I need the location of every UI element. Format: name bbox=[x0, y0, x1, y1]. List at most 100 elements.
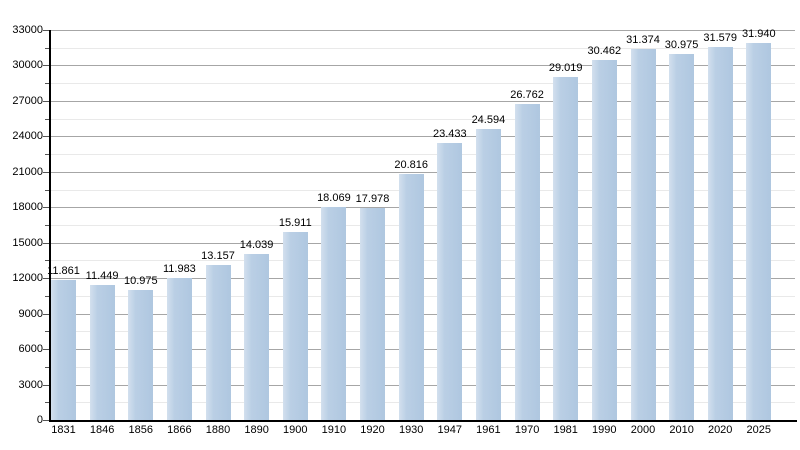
bar-2020 bbox=[707, 46, 733, 420]
bar-1900 bbox=[282, 232, 308, 420]
bar-1880 bbox=[205, 264, 231, 420]
y-tick-label: 9000 bbox=[18, 308, 43, 320]
y-major-tick bbox=[43, 101, 49, 102]
x-tick-label-1990: 1990 bbox=[592, 424, 617, 436]
y-tick-label: 15000 bbox=[12, 237, 43, 249]
y-tick-label: 21000 bbox=[12, 166, 43, 178]
value-label-1846: 11.449 bbox=[85, 269, 119, 282]
x-tick-label-1866: 1866 bbox=[167, 424, 192, 436]
major-gridline bbox=[51, 136, 795, 137]
value-label-1831: 11.861 bbox=[47, 264, 80, 277]
y-tick-label: 18000 bbox=[12, 201, 43, 213]
y-major-tick bbox=[43, 136, 49, 137]
y-tick-label: 33000 bbox=[12, 24, 43, 36]
x-tick-label-1961: 1961 bbox=[476, 424, 501, 436]
major-gridline bbox=[51, 101, 795, 102]
value-label-1890: 14.039 bbox=[239, 239, 274, 252]
y-major-tick bbox=[43, 65, 49, 66]
value-label-1947: 23.433 bbox=[432, 128, 467, 141]
y-axis-line bbox=[49, 30, 51, 422]
bar-1856 bbox=[128, 290, 154, 420]
y-major-tick bbox=[43, 278, 49, 279]
y-minor-tick bbox=[45, 260, 49, 261]
bar-1961 bbox=[475, 129, 501, 420]
x-tick-label-1920: 1920 bbox=[360, 424, 385, 436]
y-minor-tick bbox=[45, 367, 49, 368]
x-tick-label-1846: 1846 bbox=[89, 424, 115, 436]
minor-gridline bbox=[51, 154, 795, 155]
major-gridline bbox=[51, 172, 795, 173]
y-minor-tick bbox=[45, 296, 49, 297]
y-minor-tick bbox=[45, 48, 49, 49]
y-major-tick bbox=[43, 172, 49, 173]
x-tick-label-1900: 1900 bbox=[283, 424, 308, 436]
minor-gridline bbox=[51, 48, 795, 49]
value-label-2000: 31.374 bbox=[626, 34, 660, 47]
y-tick-label: 30000 bbox=[12, 59, 43, 71]
x-tick-label-1831: 1831 bbox=[51, 424, 76, 436]
minor-gridline bbox=[51, 83, 795, 84]
y-major-tick bbox=[43, 314, 49, 315]
x-tick-label-1981: 1981 bbox=[553, 424, 578, 436]
y-major-tick bbox=[43, 30, 49, 31]
y-tick-label: 3000 bbox=[18, 379, 43, 391]
value-label-2020: 31.579 bbox=[703, 31, 738, 44]
x-tick-label-1970: 1970 bbox=[514, 424, 540, 436]
y-minor-tick bbox=[45, 190, 49, 191]
bar-1920 bbox=[360, 207, 385, 420]
y-major-tick bbox=[43, 385, 49, 386]
value-label-1981: 29.019 bbox=[548, 62, 583, 74]
value-label-1910: 18.069 bbox=[317, 191, 351, 204]
x-tick-label-1947: 1947 bbox=[437, 424, 463, 436]
y-tick-label: 24000 bbox=[12, 130, 43, 142]
bar-1846 bbox=[89, 284, 115, 420]
x-tick-label-1880: 1880 bbox=[205, 424, 231, 436]
major-gridline bbox=[51, 30, 795, 31]
bar-1947 bbox=[437, 143, 463, 420]
y-major-tick bbox=[43, 243, 49, 244]
y-tick-label: 0 bbox=[36, 414, 43, 426]
value-label-1970: 26.762 bbox=[510, 88, 544, 101]
value-label-1990: 30.462 bbox=[587, 45, 622, 57]
value-label-1856: 10.975 bbox=[123, 275, 158, 288]
x-tick-label-1930: 1930 bbox=[398, 424, 424, 436]
y-minor-tick bbox=[45, 225, 49, 226]
bar-1866 bbox=[166, 278, 192, 420]
y-major-tick bbox=[43, 420, 49, 421]
y-tick-label: 27000 bbox=[12, 95, 43, 107]
x-tick-label-2020: 2020 bbox=[707, 424, 733, 436]
bar-1890 bbox=[244, 254, 270, 420]
y-major-tick bbox=[43, 207, 49, 208]
value-label-2025: 31.940 bbox=[741, 27, 776, 40]
y-tick-label: 6000 bbox=[18, 343, 43, 355]
value-label-1920: 17.978 bbox=[355, 192, 390, 205]
y-minor-tick bbox=[45, 331, 49, 332]
bar-2000 bbox=[630, 49, 656, 420]
y-tick-label: 12000 bbox=[12, 272, 43, 284]
x-tick-label-2000: 2000 bbox=[630, 424, 656, 436]
bar-1910 bbox=[321, 206, 347, 420]
bar-1831 bbox=[51, 279, 76, 420]
x-tick-label-2010: 2010 bbox=[669, 424, 694, 436]
y-major-tick bbox=[43, 349, 49, 350]
y-minor-tick bbox=[45, 154, 49, 155]
value-label-1961: 24.594 bbox=[471, 114, 506, 127]
x-axis-line bbox=[49, 420, 797, 422]
x-tick-label-1856: 1856 bbox=[128, 424, 154, 436]
bar-2025 bbox=[746, 42, 772, 420]
bar-1990 bbox=[591, 60, 617, 420]
bar-1970 bbox=[514, 103, 540, 420]
value-label-1880: 13.157 bbox=[201, 249, 235, 262]
value-label-1900: 15.911 bbox=[278, 217, 312, 229]
major-gridline bbox=[51, 65, 795, 66]
value-label-2010: 30.975 bbox=[664, 38, 699, 51]
x-tick-label-1890: 1890 bbox=[244, 424, 269, 436]
bar-1981 bbox=[553, 77, 579, 420]
value-label-1930: 20.816 bbox=[394, 159, 429, 171]
value-label-1866: 11.983 bbox=[162, 263, 196, 276]
x-tick-label-2025: 2025 bbox=[746, 424, 772, 436]
x-tick-label-1910: 1910 bbox=[321, 424, 347, 436]
y-minor-tick bbox=[45, 402, 49, 403]
y-minor-tick bbox=[45, 83, 49, 84]
